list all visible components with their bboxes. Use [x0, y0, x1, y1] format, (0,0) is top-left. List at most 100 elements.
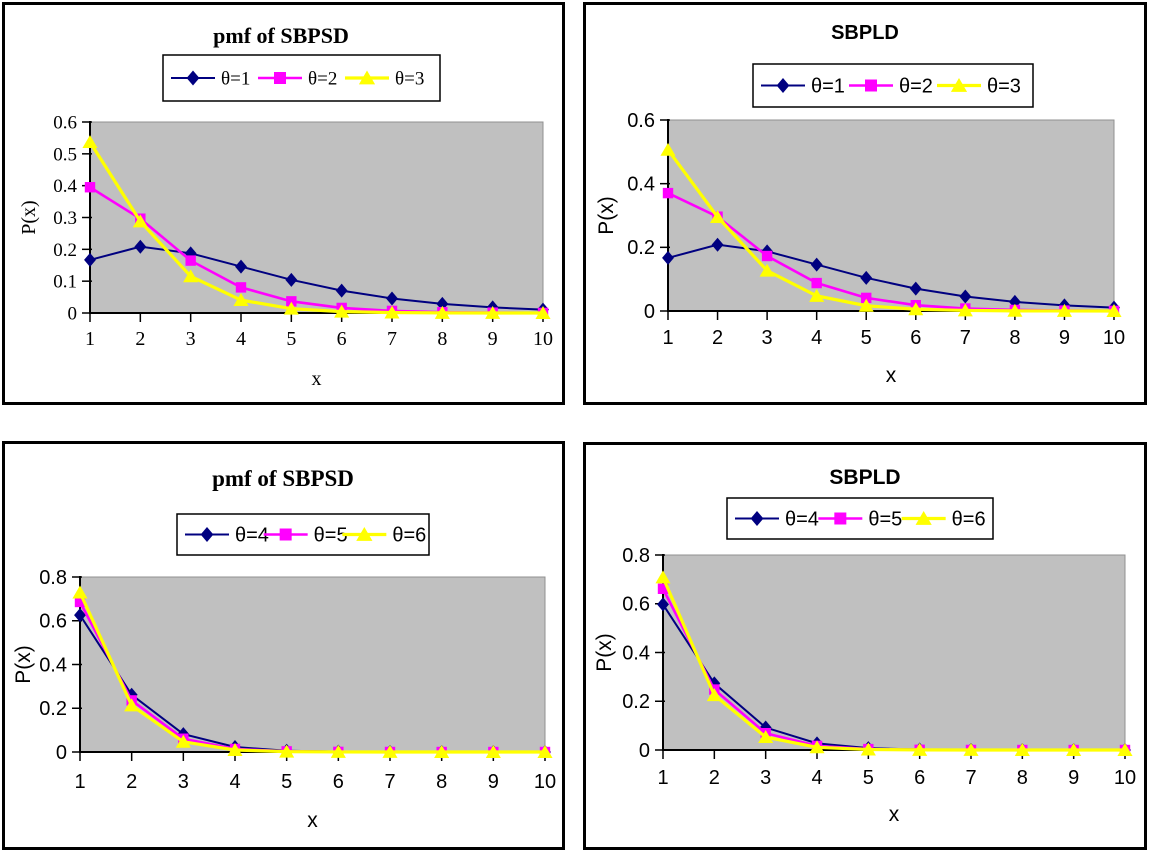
y-tick-label: 0.2	[53, 240, 77, 261]
legend-label: θ=4	[235, 525, 269, 547]
legend: θ=4 θ=5 θ=6	[176, 513, 430, 556]
legend-triangle-icon	[358, 70, 376, 85]
diamond-marker-θ=1	[711, 237, 724, 252]
y-tick-label: 0.4	[53, 176, 77, 197]
chart-title: pmf of SBPSD	[213, 23, 349, 48]
legend-diamond-icon	[186, 70, 200, 86]
diamond-marker-θ=1	[335, 283, 348, 298]
chart-pmf-sbpsd-low-theta: pmf of SBPSD 0.6 0.5 0.4 0.3 0.2 0.1 0 1 2 3 4 5 6 7 8 9…	[2, 2, 565, 405]
triangle-marker-θ=3	[434, 305, 450, 319]
legend: θ=1 θ=2 θ=3	[752, 63, 1034, 108]
triangle-marker-θ=6	[706, 688, 722, 702]
y-tick-label: 0.6	[39, 611, 67, 633]
diamond-marker-θ=1	[386, 291, 398, 306]
triangle-marker-θ=6	[1014, 743, 1030, 756]
triangle-marker-θ=6	[382, 744, 398, 758]
legend-triangle-icon	[950, 78, 968, 92]
y-tick-label: 0.1	[53, 272, 77, 293]
diamond-marker-θ=4	[74, 608, 86, 623]
x-tick-label: 5	[286, 328, 296, 350]
y-tick-label: 0	[68, 303, 78, 324]
sbpld-theta-4-5-6-svg: SBPLD 0.8 0.6 0.4 0.2 01 2 3 4 5 6 7 8 9 10 P(x) x θ=4 θ=5…	[593, 466, 1136, 826]
triangle-marker-θ=6	[537, 745, 553, 758]
y-tick-label: 0	[639, 740, 650, 762]
series-line-θ=3	[666, 148, 1115, 313]
x-tick-label: 4	[229, 771, 240, 793]
triangle-marker-θ=3	[809, 288, 825, 302]
series-line-θ=6	[78, 591, 545, 754]
legend-label: θ=5	[868, 509, 902, 531]
x-tick-label: 10	[534, 771, 556, 793]
x-tick-label: 3	[762, 327, 773, 349]
triangle-marker-θ=3	[1056, 303, 1073, 317]
triangle-marker-θ=3	[334, 304, 350, 318]
x-tick-label: 6	[910, 327, 921, 349]
square-marker-θ=2	[861, 292, 872, 304]
triangle-marker-θ=6	[175, 734, 191, 748]
triangle-marker-θ=6	[655, 570, 671, 584]
x-tick-label: 5	[281, 771, 292, 793]
plot-area	[667, 119, 1115, 312]
diamond-marker-θ=1	[134, 239, 147, 254]
x-axis-title: x	[886, 364, 897, 387]
y-tick-label: 0.2	[39, 698, 67, 720]
triangle-marker-θ=3	[1106, 304, 1122, 317]
diamond-marker-θ=4	[657, 597, 669, 612]
square-marker-θ=2	[185, 255, 196, 266]
x-tick-label: 3	[178, 771, 189, 793]
x-tick-label: 2	[712, 327, 723, 349]
diamond-marker-θ=1	[84, 252, 96, 267]
legend-label: θ=6	[952, 509, 986, 531]
y-axis-title: P(x)	[595, 196, 618, 235]
square-marker-θ=2	[286, 296, 297, 307]
square-marker-θ=2	[662, 187, 674, 199]
x-tick-label: 6	[333, 771, 344, 793]
x-tick-label: 5	[861, 327, 872, 349]
legend-label: θ=1	[811, 76, 845, 98]
triangle-marker-θ=6	[1117, 743, 1133, 756]
x-tick-label: 3	[760, 767, 771, 789]
triangle-marker-θ=6	[963, 742, 979, 756]
square-marker-θ=2	[811, 277, 822, 289]
y-tick-label: 0.4	[627, 173, 655, 195]
x-tick-label: 2	[709, 767, 720, 789]
y-tick-label: 0.5	[53, 144, 77, 165]
y-tick-label: 0.8	[622, 545, 650, 567]
legend-label: θ=4	[785, 509, 819, 531]
triangle-marker-θ=3	[384, 305, 400, 319]
x-tick-label: 8	[1017, 767, 1028, 789]
x-tick-label: 9	[1059, 327, 1070, 349]
triangle-marker-θ=6	[912, 742, 928, 756]
legend-label: θ=3	[395, 69, 424, 90]
triangle-marker-θ=3	[485, 305, 501, 319]
x-tick-label: 8	[1009, 327, 1020, 349]
x-axis-title: x	[312, 368, 322, 390]
x-tick-label: 4	[811, 327, 822, 349]
triangle-marker-θ=6	[758, 730, 774, 744]
triangle-marker-θ=3	[233, 293, 249, 306]
legend-label: θ=6	[392, 525, 426, 547]
x-tick-label: 7	[965, 767, 976, 789]
triangle-marker-θ=6	[434, 745, 450, 758]
triangle-marker-θ=3	[82, 135, 98, 149]
x-tick-label: 7	[384, 771, 395, 793]
x-tick-label: 1	[662, 327, 673, 349]
chart-sbpld-high-theta: SBPLD 0.8 0.6 0.4 0.2 0 1 2 3 4 5 6 7 8 9 10 P(x) x θ=4 θ=5…	[583, 442, 1147, 850]
triangle-marker-θ=6	[330, 744, 346, 758]
legend-diamond-icon	[750, 511, 764, 526]
sbpld-theta-1-2-3-svg: SBPLD 0.6 0.4 0.2 01 2 3 4 5 6 7 8 9 10 P(x) x θ=1 θ=2 θ=3	[595, 22, 1125, 387]
y-tick-label: 0.3	[53, 208, 77, 229]
square-marker-θ=2	[235, 282, 247, 293]
legend-triangle-icon	[356, 527, 373, 541]
legend-label: θ=1	[221, 69, 250, 90]
square-marker-θ=2	[84, 182, 96, 193]
x-tick-label: 4	[236, 328, 246, 350]
chart-title: SBPLD	[831, 22, 899, 44]
triangle-marker-θ=3	[908, 302, 924, 316]
x-tick-label: 7	[960, 327, 971, 349]
y-tick-label: 0.6	[622, 594, 650, 616]
pmf-sbpsd-theta-1-2-3-svg: pmf of SBPSD 0.6 0.5 0.4 0.3 0.2 0.1 01 2 3 4 5 6 7 8 9…	[18, 23, 553, 390]
y-axis-title: P(x)	[18, 200, 40, 234]
legend-square-icon	[274, 72, 286, 84]
